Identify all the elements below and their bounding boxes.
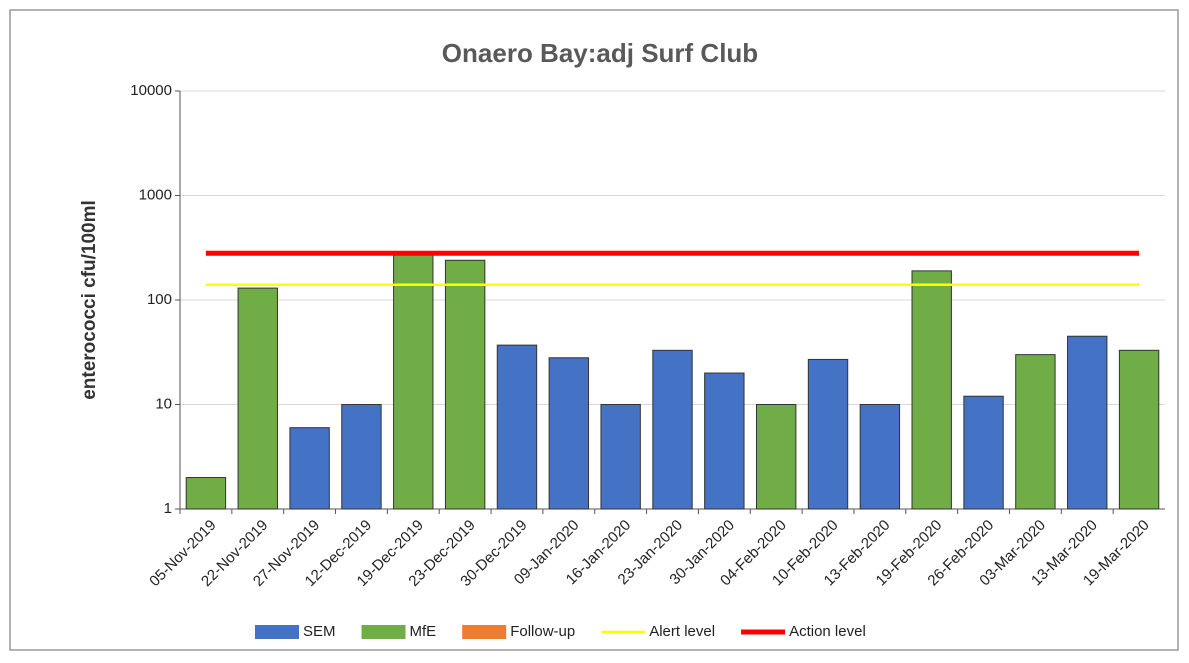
bar <box>289 427 330 510</box>
chart-frame <box>9 9 1179 651</box>
bar <box>807 358 849 510</box>
bar <box>704 372 745 510</box>
bar <box>341 404 382 510</box>
y-axis-label: enterococci cfu/100ml <box>79 200 100 400</box>
bar <box>911 270 952 510</box>
legend-swatch <box>462 625 507 639</box>
bar <box>600 404 641 510</box>
legend-label: MfE <box>410 623 437 640</box>
legend-swatch <box>361 625 406 639</box>
legend-label: Follow-up <box>510 623 575 640</box>
legend-label: Alert level <box>649 623 715 640</box>
bar <box>1118 349 1160 510</box>
bar <box>548 357 590 510</box>
bar <box>755 404 797 510</box>
bar <box>1015 354 1056 510</box>
bar <box>237 287 278 510</box>
y-tick-label: 1000 <box>139 186 172 203</box>
bar <box>444 259 486 510</box>
y-tick-label: 100 <box>147 291 172 308</box>
bar <box>652 349 693 510</box>
y-tick-label: 10000 <box>130 82 172 99</box>
bar <box>496 344 538 510</box>
legend-swatch <box>255 625 299 639</box>
bar <box>859 404 901 510</box>
bar <box>1067 335 1108 510</box>
legend-label: SEM <box>303 623 336 640</box>
bar <box>393 252 434 510</box>
y-tick-label: 10 <box>155 395 172 412</box>
y-tick-label: 1 <box>164 500 172 517</box>
legend-label: Action level <box>789 623 866 640</box>
chart-title: Onaero Bay:adj Surf Club <box>442 38 758 68</box>
bar <box>185 477 227 510</box>
bar <box>963 395 1004 510</box>
